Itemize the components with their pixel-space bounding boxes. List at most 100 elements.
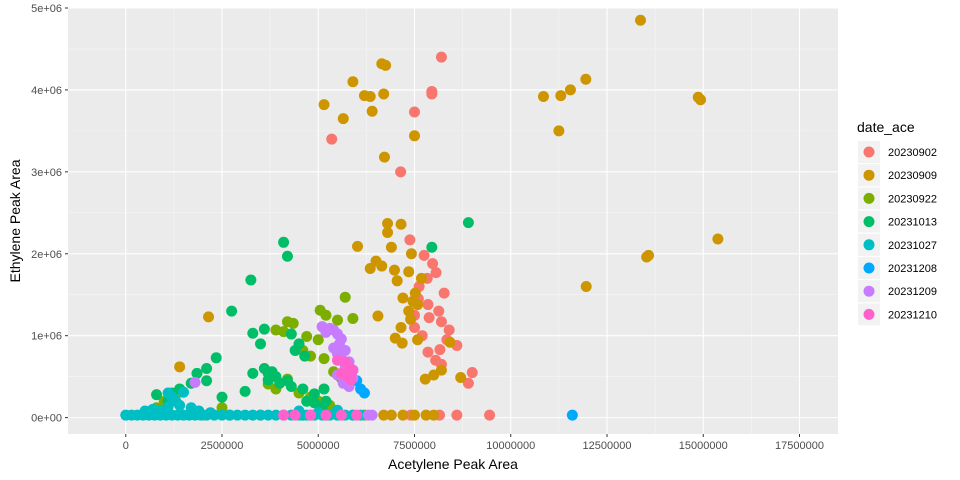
data-point xyxy=(320,309,332,321)
data-point xyxy=(278,236,290,248)
data-point xyxy=(162,401,174,413)
legend-title: date_ace xyxy=(857,119,915,135)
data-point xyxy=(337,113,349,125)
data-point xyxy=(443,324,455,336)
data-point xyxy=(278,409,290,421)
data-point xyxy=(409,409,420,421)
legend-key-20231210 xyxy=(863,308,875,320)
data-point xyxy=(347,76,359,88)
data-point xyxy=(255,338,266,350)
x-tick-label: 0 xyxy=(123,440,129,452)
data-point xyxy=(318,353,330,365)
legend-label: 20231208 xyxy=(888,263,937,275)
data-point xyxy=(201,375,213,387)
data-point xyxy=(405,313,417,325)
data-point xyxy=(320,326,332,338)
data-point xyxy=(695,94,707,106)
data-point xyxy=(428,369,440,381)
data-point xyxy=(420,409,432,421)
data-point xyxy=(320,395,332,407)
data-points xyxy=(120,14,724,421)
x-tick-label: 15000000 xyxy=(679,440,728,452)
x-tick-label: 2500000 xyxy=(201,440,244,452)
data-point xyxy=(255,409,266,421)
y-tick-label: 1e+06 xyxy=(31,331,62,343)
data-point xyxy=(224,409,236,421)
data-point xyxy=(712,233,724,245)
data-point xyxy=(262,374,274,386)
data-point xyxy=(285,380,297,392)
data-point xyxy=(403,305,415,317)
data-point xyxy=(318,99,330,111)
data-point xyxy=(419,373,431,385)
data-point xyxy=(245,274,257,286)
data-point xyxy=(403,266,415,278)
grid-lines xyxy=(68,7,838,434)
data-point xyxy=(258,323,270,335)
data-point xyxy=(285,328,297,340)
data-point xyxy=(289,344,301,356)
data-point xyxy=(189,376,201,388)
data-point xyxy=(305,409,317,421)
data-point xyxy=(428,409,440,421)
data-point xyxy=(484,409,496,421)
data-point xyxy=(409,322,420,333)
data-point xyxy=(376,260,388,272)
panel-background xyxy=(68,8,838,434)
data-point xyxy=(412,299,424,311)
data-point xyxy=(201,362,213,374)
data-point xyxy=(358,387,370,399)
data-point xyxy=(301,331,313,343)
data-point xyxy=(191,367,203,379)
legend-label: 20231013 xyxy=(888,217,937,229)
y-tick-label: 3e+06 xyxy=(31,167,62,179)
data-point xyxy=(382,226,394,238)
data-point xyxy=(388,264,400,276)
data-point xyxy=(351,409,363,421)
data-point xyxy=(404,234,416,246)
data-point xyxy=(433,305,445,317)
data-point xyxy=(335,409,347,421)
data-point xyxy=(397,409,409,421)
data-point xyxy=(247,409,259,421)
data-point xyxy=(409,106,420,118)
x-tick-label: 7500000 xyxy=(393,440,436,452)
data-point xyxy=(318,383,330,395)
x-tick-label: 10000000 xyxy=(486,440,535,452)
data-point xyxy=(564,84,576,96)
data-point xyxy=(178,386,189,398)
x-axis-title: Acetylene Peak Area xyxy=(388,456,518,472)
data-point xyxy=(426,241,438,253)
data-point xyxy=(366,409,378,421)
y-axis: 0e+00 1e+06 2e+06 3e+06 4e+06 5e+06 xyxy=(31,3,68,425)
legend-label: 20231027 xyxy=(888,240,937,252)
data-point xyxy=(339,291,351,303)
data-point xyxy=(438,287,450,299)
legend-key-20230922 xyxy=(863,192,875,204)
data-point xyxy=(422,346,434,358)
data-point xyxy=(364,90,376,102)
data-point xyxy=(352,240,364,252)
data-point xyxy=(378,151,390,163)
y-tick-label: 5e+06 xyxy=(31,3,62,15)
legend-label: 20230902 xyxy=(888,147,937,159)
data-point xyxy=(444,336,456,348)
data-point xyxy=(434,344,446,356)
data-point xyxy=(347,312,359,324)
data-point xyxy=(462,377,474,389)
data-point xyxy=(380,59,392,71)
data-point xyxy=(580,281,592,293)
data-point xyxy=(395,322,407,333)
data-point xyxy=(580,73,592,85)
data-point xyxy=(174,361,186,373)
data-point xyxy=(427,258,439,270)
data-point xyxy=(553,125,565,137)
data-point xyxy=(239,409,251,421)
data-point xyxy=(372,310,384,322)
data-point xyxy=(378,88,390,100)
data-point xyxy=(566,409,578,421)
data-point xyxy=(281,250,293,262)
x-tick-label: 12500000 xyxy=(583,440,632,452)
legend-key-20231208 xyxy=(863,262,875,274)
legend: date_ace 20230902 20230909 20230922 2023101… xyxy=(857,119,937,326)
